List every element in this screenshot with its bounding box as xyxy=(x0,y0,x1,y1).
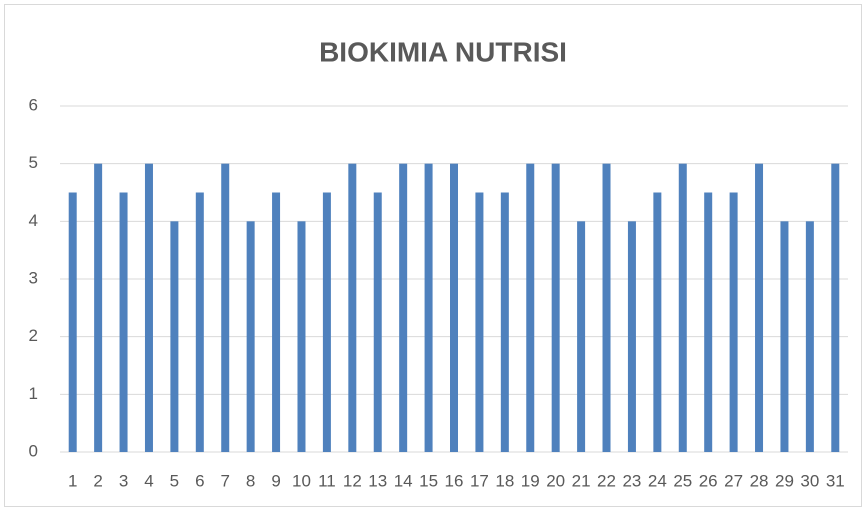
x-tick-label: 4 xyxy=(144,471,153,490)
bar xyxy=(704,192,713,452)
x-tick-label: 2 xyxy=(93,471,102,490)
x-tick-label: 30 xyxy=(800,471,819,490)
x-tick-label: 5 xyxy=(170,471,179,490)
x-tick-label: 31 xyxy=(826,471,845,490)
bar xyxy=(144,163,153,452)
x-tick-label: 1 xyxy=(68,471,77,490)
bar xyxy=(602,163,611,452)
x-tick-label: 13 xyxy=(368,471,387,490)
x-tick-label: 25 xyxy=(673,471,692,490)
bar xyxy=(195,192,204,452)
x-tick-label: 16 xyxy=(445,471,464,490)
bar xyxy=(221,163,230,452)
x-tick-label: 7 xyxy=(220,471,229,490)
bar xyxy=(653,192,662,452)
bar xyxy=(551,163,560,452)
bar xyxy=(94,163,103,452)
bar xyxy=(577,221,586,452)
x-tick-label: 20 xyxy=(546,471,565,490)
x-tick-label: 11 xyxy=(318,471,336,490)
y-tick-label: 0 xyxy=(29,441,38,460)
y-tick-label: 6 xyxy=(29,95,38,114)
bar xyxy=(627,221,636,452)
x-tick-label: 27 xyxy=(724,471,743,490)
x-tick-label: 8 xyxy=(246,471,255,490)
bar xyxy=(119,192,128,452)
x-tick-label: 29 xyxy=(775,471,794,490)
x-tick-label: 19 xyxy=(521,471,540,490)
y-tick-label: 3 xyxy=(29,268,38,287)
x-tick-label: 22 xyxy=(597,471,616,490)
x-tick-label: 15 xyxy=(419,471,438,490)
x-tick-label: 18 xyxy=(495,471,514,490)
x-tick-label: 3 xyxy=(119,471,128,490)
x-tick-label: 14 xyxy=(394,471,413,490)
bar xyxy=(755,163,764,452)
bar xyxy=(805,221,814,452)
y-tick-label: 2 xyxy=(29,326,38,345)
x-tick-label: 6 xyxy=(195,471,204,490)
bar xyxy=(450,163,458,452)
bar xyxy=(729,192,738,452)
x-tick-label: 9 xyxy=(271,471,280,490)
x-tick-label: 10 xyxy=(292,471,311,490)
bar xyxy=(68,192,77,452)
bar xyxy=(399,163,408,452)
x-tick-label: 21 xyxy=(572,471,591,490)
bar xyxy=(526,163,535,452)
bar xyxy=(246,221,255,452)
bar xyxy=(475,192,484,452)
bar xyxy=(373,192,382,452)
y-tick-label: 1 xyxy=(29,384,38,403)
x-tick-label: 28 xyxy=(750,471,769,490)
x-tick-label: 26 xyxy=(699,471,718,490)
chart-title: BIOKIMIA NUTRISI xyxy=(319,36,567,67)
bar xyxy=(322,192,331,452)
bar xyxy=(424,163,433,452)
bar xyxy=(297,221,306,452)
bar xyxy=(272,192,281,452)
bar xyxy=(348,163,357,452)
bar xyxy=(678,163,687,452)
bar xyxy=(780,221,789,452)
x-tick-label: 12 xyxy=(343,471,362,490)
bar xyxy=(170,221,179,452)
x-tick-label: 17 xyxy=(470,471,489,490)
y-tick-label: 5 xyxy=(29,153,38,172)
x-tick-label: 24 xyxy=(648,471,667,490)
y-tick-label: 4 xyxy=(29,211,38,230)
bar xyxy=(831,163,840,452)
x-tick-label: 23 xyxy=(622,471,641,490)
bar xyxy=(500,192,509,452)
